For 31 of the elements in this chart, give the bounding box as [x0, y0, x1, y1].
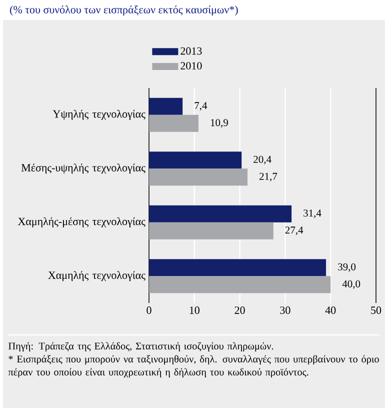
x-tick-label: 20 — [234, 306, 245, 314]
legend-label: 2010 — [180, 62, 202, 70]
x-tick-label: 10 — [190, 306, 200, 314]
y-tick-label: Χαμηλής-μέσης τεχνολογίας — [18, 217, 146, 228]
data-label: 31,4 — [304, 210, 322, 218]
x-tick-label: 50 — [371, 306, 382, 314]
data-label: 10,9 — [210, 119, 228, 128]
data-label: 27,4 — [285, 226, 304, 236]
bar — [148, 259, 326, 276]
x-tick-label: 30 — [280, 306, 290, 314]
bar — [148, 205, 292, 222]
bar — [148, 168, 248, 186]
y-tick-label: Χαμηλής τεχνολογίας — [48, 271, 146, 282]
text: Πηγή: Τράπεζα της Ελλάδος, Στατιστική ισοζυγίου πληρωμών. — [8, 342, 274, 352]
x-tick-label: 0 — [146, 306, 152, 314]
bar — [148, 114, 198, 132]
bar — [148, 152, 242, 169]
legend-label: 2013 — [180, 47, 202, 55]
data-label: 40,0 — [342, 280, 360, 289]
bar — [148, 276, 331, 294]
data-label: 39,0 — [338, 263, 356, 272]
data-label: 7,4 — [194, 102, 208, 111]
y-tick-label: Μέσης-υψηλής τεχνολογίας — [21, 164, 146, 174]
chart-title: (% του συνόλου των εισπράξεων εκτός καυσίμων*) — [10, 6, 238, 16]
x-tick-label: 40 — [325, 306, 336, 314]
y-tick-label: Υψηλής τεχνολογίας — [52, 110, 146, 120]
bar — [148, 222, 274, 240]
bar — [148, 98, 183, 115]
data-label: 20,4 — [254, 156, 272, 164]
data-label: 21,7 — [259, 172, 278, 182]
text: * Εισπράξεις που μπορούν να ταξινομηθούν, δηλ. συναλλαγές που υπερβαίνουν το όριο πέραν του οποίου είναι υποχρεωτική η δήλωση του κωδικού προϊόντος. — [8, 355, 379, 378]
